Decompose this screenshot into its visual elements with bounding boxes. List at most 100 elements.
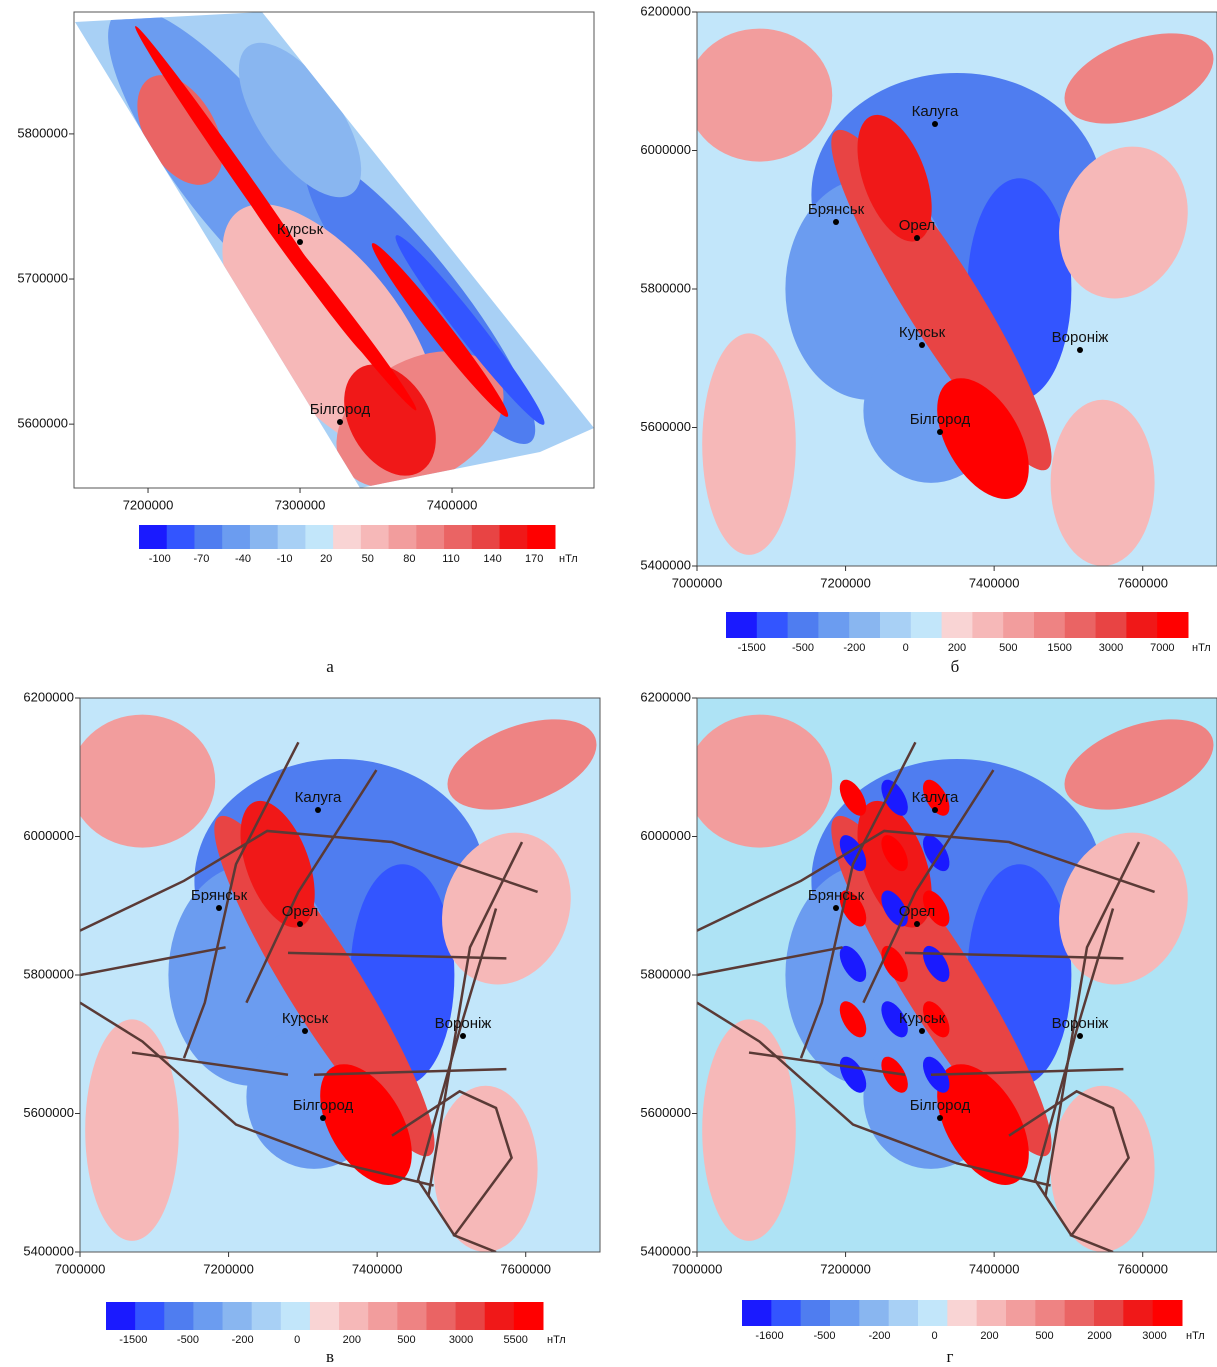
- anomaly-zone: [137, 75, 223, 185]
- colorbar-unit: нТл: [1186, 1330, 1205, 1342]
- colorbar-label: -1600: [755, 1330, 783, 1342]
- colorbar-swatch: [771, 1300, 802, 1326]
- colorbar-swatch: [388, 525, 417, 549]
- y-tick-label: 5600000: [23, 1105, 74, 1120]
- y-tick-label: 5600000: [640, 1105, 691, 1120]
- anomaly-zone: [80, 714, 216, 848]
- city-dot: [914, 921, 920, 927]
- x-tick-label: 7000000: [55, 1261, 106, 1276]
- x-tick-label: 7600000: [1117, 575, 1168, 590]
- fault-line: [904, 951, 1124, 960]
- x-tick-label: 7600000: [500, 1261, 551, 1276]
- anomaly-zone: [702, 1019, 796, 1241]
- anomaly-map: [80, 698, 600, 1252]
- colorbar-swatch: [918, 1300, 948, 1326]
- x-tick-label: 7200000: [123, 497, 174, 512]
- colorbar-swatch: [849, 612, 881, 638]
- y-tick-label: 5400000: [640, 1243, 691, 1258]
- y-tick-label: 5700000: [17, 270, 68, 285]
- colorbar-label: 3000: [449, 1334, 473, 1346]
- y-tick-label: 5600000: [640, 419, 691, 434]
- panel-label: в: [326, 1347, 334, 1366]
- colorbar-swatch: [830, 1300, 860, 1326]
- panel-label: а: [326, 657, 334, 676]
- fault-line: [80, 1001, 434, 1187]
- anomaly-zone: [447, 719, 597, 810]
- city-dot: [914, 235, 920, 241]
- y-tick-label: 6000000: [23, 828, 74, 843]
- fault-line: [80, 946, 226, 977]
- colorbar-swatch: [910, 612, 943, 638]
- colorbar-label: 0: [903, 642, 909, 654]
- x-tick-label: 7300000: [275, 497, 326, 512]
- colorbar-swatch: [1064, 612, 1097, 638]
- anomaly-zone: [395, 235, 545, 425]
- colorbar-swatch: [368, 1302, 398, 1330]
- x-tick-label: 7600000: [1117, 1261, 1168, 1276]
- fault-line: [799, 741, 917, 1059]
- colorbar-label: -10: [277, 553, 293, 565]
- colorbar-swatch: [360, 525, 390, 549]
- x-tick-label: 7000000: [672, 575, 723, 590]
- colorbar-swatch: [800, 1300, 831, 1326]
- colorbar-label: 20: [320, 553, 332, 565]
- anomaly-zone: [937, 1064, 1029, 1185]
- colorbar-label: 170: [525, 553, 543, 565]
- colorbar-swatch: [513, 1302, 544, 1330]
- colorbar-swatch: [251, 1302, 282, 1330]
- colorbar-swatch: [455, 1302, 486, 1330]
- anomaly-zone: [344, 364, 436, 476]
- colorbar-label: -500: [813, 1330, 835, 1342]
- anomaly-zone: [839, 1001, 867, 1038]
- city-dot: [460, 1033, 466, 1039]
- colorbar-swatch: [972, 612, 1004, 638]
- fault-line: [697, 1001, 1051, 1187]
- colorbar-label: 7000: [1150, 642, 1174, 654]
- colorbar-label: 200: [948, 642, 966, 654]
- colorbar-swatch: [527, 525, 556, 549]
- city-label: Калуга: [295, 789, 342, 806]
- anomaly-zone: [839, 835, 867, 872]
- anomaly-zone: [881, 1001, 908, 1038]
- y-tick-label: 6200000: [640, 3, 691, 18]
- city-label: Воронiж: [1052, 1015, 1109, 1032]
- colorbar-swatch: [1064, 1300, 1095, 1326]
- colorbar-label: 110: [442, 553, 460, 565]
- colorbar-label: 0: [931, 1330, 937, 1342]
- anomaly-zone: [922, 890, 950, 927]
- anomaly-zone: [881, 779, 908, 816]
- colorbar-swatch: [164, 1302, 194, 1330]
- anomaly-zone: [697, 714, 833, 848]
- colorbar-label: -1500: [738, 642, 766, 654]
- y-tick-label: 6000000: [640, 828, 691, 843]
- map-panel: 7000000 7200000 7400000 7600000 5400000 56000…: [640, 3, 1217, 676]
- y-tick-label: 6000000: [640, 142, 691, 157]
- colorbar-label: 200: [343, 1334, 361, 1346]
- colorbar-label: -500: [177, 1334, 199, 1346]
- colorbar-swatch: [333, 525, 362, 549]
- colorbar-unit: нТл: [1192, 642, 1211, 654]
- city-dot: [1077, 1033, 1083, 1039]
- colorbar-swatch: [193, 1302, 224, 1330]
- colorbar-label: 5500: [503, 1334, 527, 1346]
- anomaly-zone: [1059, 146, 1188, 299]
- x-tick-label: 7200000: [203, 1261, 254, 1276]
- colorbar-label: 50: [362, 553, 374, 565]
- anomaly-zone: [839, 779, 867, 816]
- colorbar-label: 500: [999, 642, 1017, 654]
- city-label: Калуга: [912, 103, 959, 120]
- colorbar-label: -40: [235, 553, 251, 565]
- x-tick-label: 7200000: [820, 575, 871, 590]
- city-label: Білгород: [310, 401, 371, 418]
- colorbar-swatch: [756, 612, 789, 638]
- x-tick-label: 7400000: [969, 575, 1020, 590]
- colorbar-label: 80: [403, 553, 415, 565]
- y-tick-label: 6200000: [23, 689, 74, 704]
- anomaly-zone: [320, 1064, 412, 1185]
- city-dot: [315, 807, 321, 813]
- anomaly-zone: [697, 28, 833, 162]
- city-dot: [302, 1028, 308, 1034]
- y-tick-label: 5400000: [640, 557, 691, 572]
- fault-line: [391, 1089, 513, 1252]
- anomaly-zone: [839, 945, 867, 982]
